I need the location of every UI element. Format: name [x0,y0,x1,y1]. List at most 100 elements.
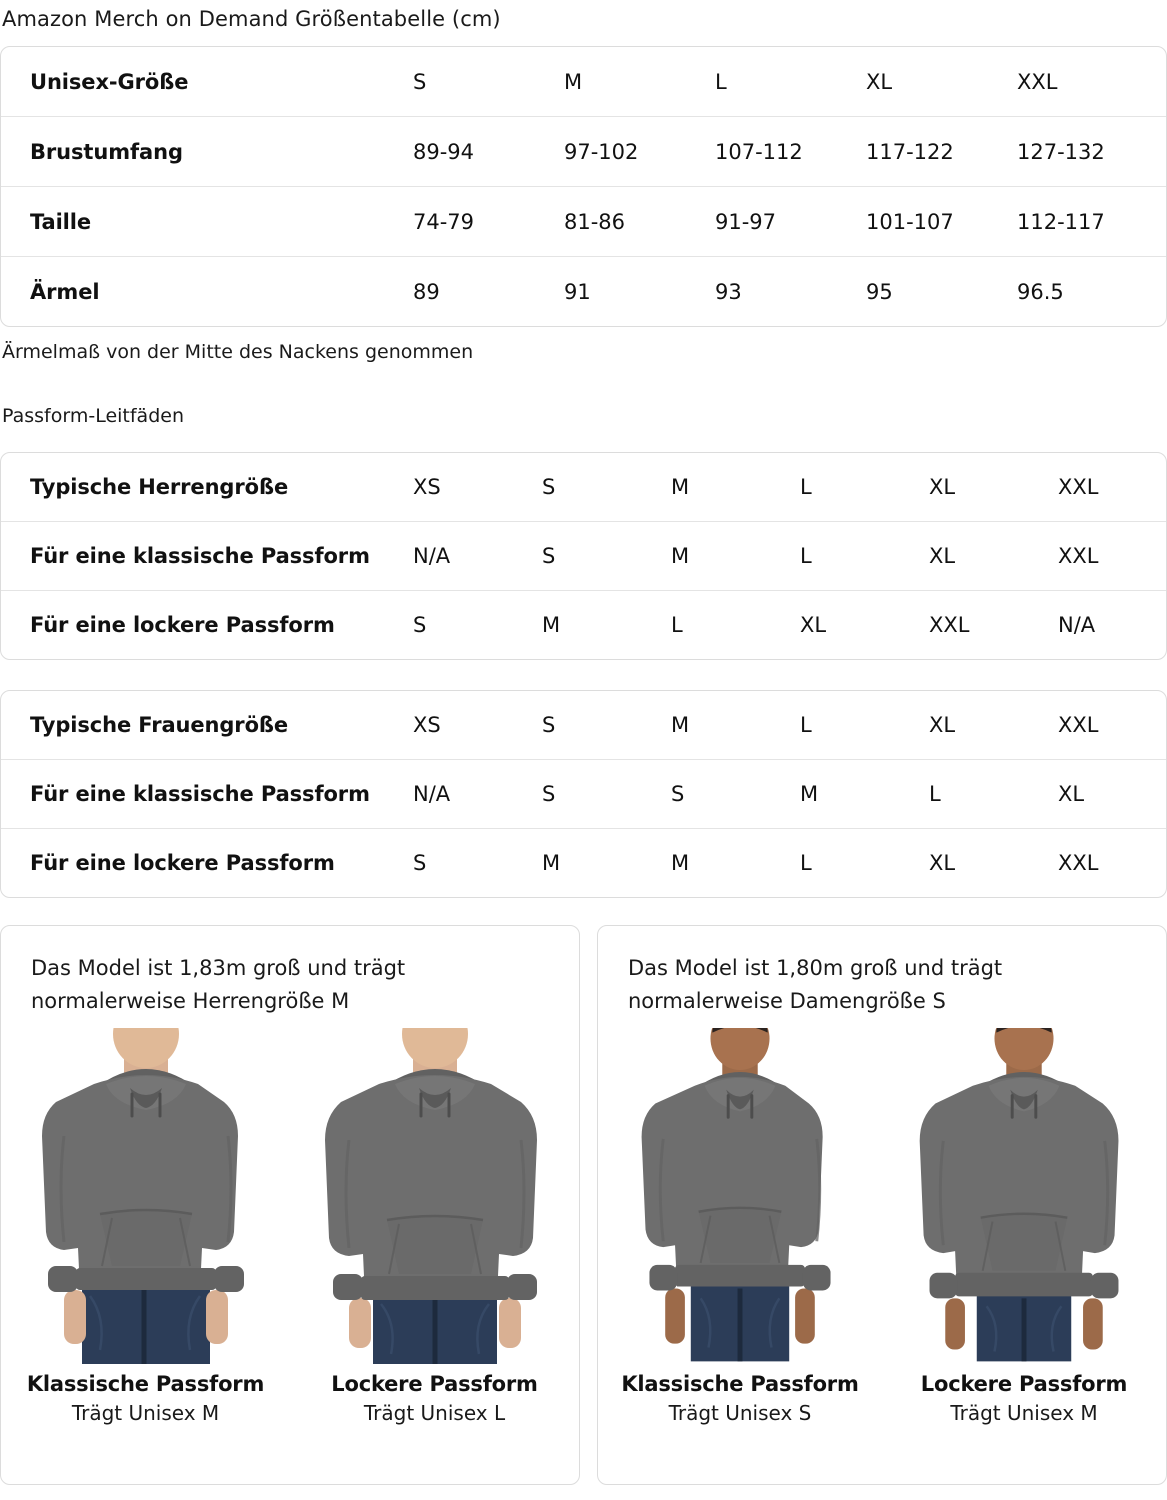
cell: N/A [1058,590,1166,659]
female-model-captions: Klassische Passform Trägt Unisex S Locke… [598,1370,1166,1428]
fit-wears: Trägt Unisex S [668,1401,812,1425]
fit-wears: Trägt Unisex M [71,1401,220,1425]
row-label: Brustumfang [1,116,413,187]
cell: 112-117 [1017,186,1166,257]
row-label: Ärmel [1,256,413,326]
fit-wears: Trägt Unisex L [363,1401,506,1425]
row-label: Taille [1,186,413,257]
cell: 81-86 [564,186,715,257]
cell: M [542,590,671,659]
cell: XL [800,590,929,659]
row-label: Für eine lockere Passform [1,590,413,659]
cell: L [800,828,929,897]
table-row: Für eine klassische Passform N/A S M L X… [1,521,1166,591]
female-model-relaxed-fit-hoodie-image [888,1028,1161,1364]
page-title: Amazon Merch on Demand Größentabelle (cm… [2,7,501,31]
cell: XXL [1058,521,1166,591]
cell: 93 [715,256,866,326]
sleeve-measure-note: Ärmelmaß von der Mitte des Nackens genom… [2,341,474,363]
male-model-figures [1,1024,579,1364]
cell: 91 [564,256,715,326]
cell: 101-107 [866,186,1017,257]
cell: 95 [866,256,1017,326]
fit-title: Klassische Passform [621,1372,859,1396]
cell: M [671,828,800,897]
cell: XL [1058,759,1166,829]
fit-title: Lockere Passform [920,1372,1128,1396]
cell: M [800,759,929,829]
male-relaxed-hoodie-illustration [308,1028,561,1364]
cell: XL [929,828,1058,897]
table-row: Typische Frauengröße XS S M L XL XXL [1,691,1166,760]
female-relaxed-hoodie-illustration [900,1028,1148,1362]
cell: M [671,521,800,591]
cell: M [564,69,583,94]
cell: 91-97 [715,186,866,257]
cell: 127-132 [1017,116,1166,187]
cell: XXL [1017,69,1058,94]
table-row: Für eine lockere Passform S M M L XL XXL [1,828,1166,897]
cell: 107-112 [715,116,866,187]
male-model-heading: Das Model ist 1,83m groß und trägt norma… [31,956,406,1013]
cell: M [671,713,690,737]
cell: N/A [413,759,542,829]
cell: L [715,69,727,94]
row-label: Für eine lockere Passform [1,828,413,897]
female-classic-hoodie-illustration [616,1028,864,1362]
male-model-captions: Klassische Passform Trägt Unisex M Locke… [1,1370,579,1428]
cell: XXL [1058,828,1166,897]
cell: L [800,713,812,737]
female-model-classic-fit-hoodie-image [604,1028,877,1364]
cell: M [671,475,690,499]
cell: 89-94 [413,116,564,187]
female-model-figures [598,1024,1166,1364]
table-row: Für eine klassische Passform N/A S S M L… [1,759,1166,829]
row-label: Für eine klassische Passform [1,521,413,591]
table-row: Brustumfang 89-94 97-102 107-112 117-122… [1,116,1166,187]
table-row: Taille 74-79 81-86 91-97 101-107 112-117 [1,186,1166,257]
cell: XXL [1058,475,1099,499]
female-relaxed-caption: Lockere Passform Trägt Unisex M [882,1370,1166,1428]
cell: 89 [413,256,564,326]
cell: N/A [413,521,542,591]
table-row: Für eine lockere Passform S M L XL XXL N… [1,590,1166,659]
cell: 74-79 [413,186,564,257]
table-row: Ärmel 89 91 93 95 96.5 [1,256,1166,326]
male-model-card: Das Model ist 1,83m groß und trägt norma… [0,925,580,1485]
unisex-size-table: Unisex-Größe S M L XL XXL Brustumfang 89… [0,46,1167,327]
cell: S [542,713,556,737]
male-model-classic-fit-hoodie-image [7,1028,284,1364]
cell: XL [929,521,1058,591]
cell: L [800,475,812,499]
male-relaxed-caption: Lockere Passform Trägt Unisex L [290,1370,579,1428]
table-row: Typische Herrengröße XS S M L XL XXL [1,453,1166,522]
cell: 97-102 [564,116,715,187]
cell: S [542,759,671,829]
cell: L [929,759,1058,829]
cell: 117-122 [866,116,1017,187]
cell: XL [866,69,893,94]
male-classic-caption: Klassische Passform Trägt Unisex M [1,1370,290,1428]
female-model-card: Das Model ist 1,80m groß und trägt norma… [597,925,1167,1485]
female-model-heading: Das Model ist 1,80m groß und trägt norma… [628,956,1003,1013]
cell: S [413,590,542,659]
cell: XL [929,713,956,737]
row-label: Typische Herrengröße [30,475,289,499]
cell: XL [929,475,956,499]
fit-title: Klassische Passform [26,1372,265,1396]
fit-wears: Trägt Unisex M [950,1401,1098,1425]
cell: XS [413,713,441,737]
row-label: Typische Frauengröße [30,713,289,737]
cell: S [542,521,671,591]
cell: XXL [1058,713,1099,737]
fit-title: Lockere Passform [331,1372,538,1396]
cell: S [542,475,556,499]
cell: XXL [929,590,1058,659]
row-label: Unisex-Größe [30,69,189,94]
cell: XS [413,475,441,499]
cell: L [800,521,929,591]
cell: 96.5 [1017,256,1166,326]
men-fit-table: Typische Herrengröße XS S M L XL XXL Für… [0,452,1167,660]
cell: S [413,69,427,94]
